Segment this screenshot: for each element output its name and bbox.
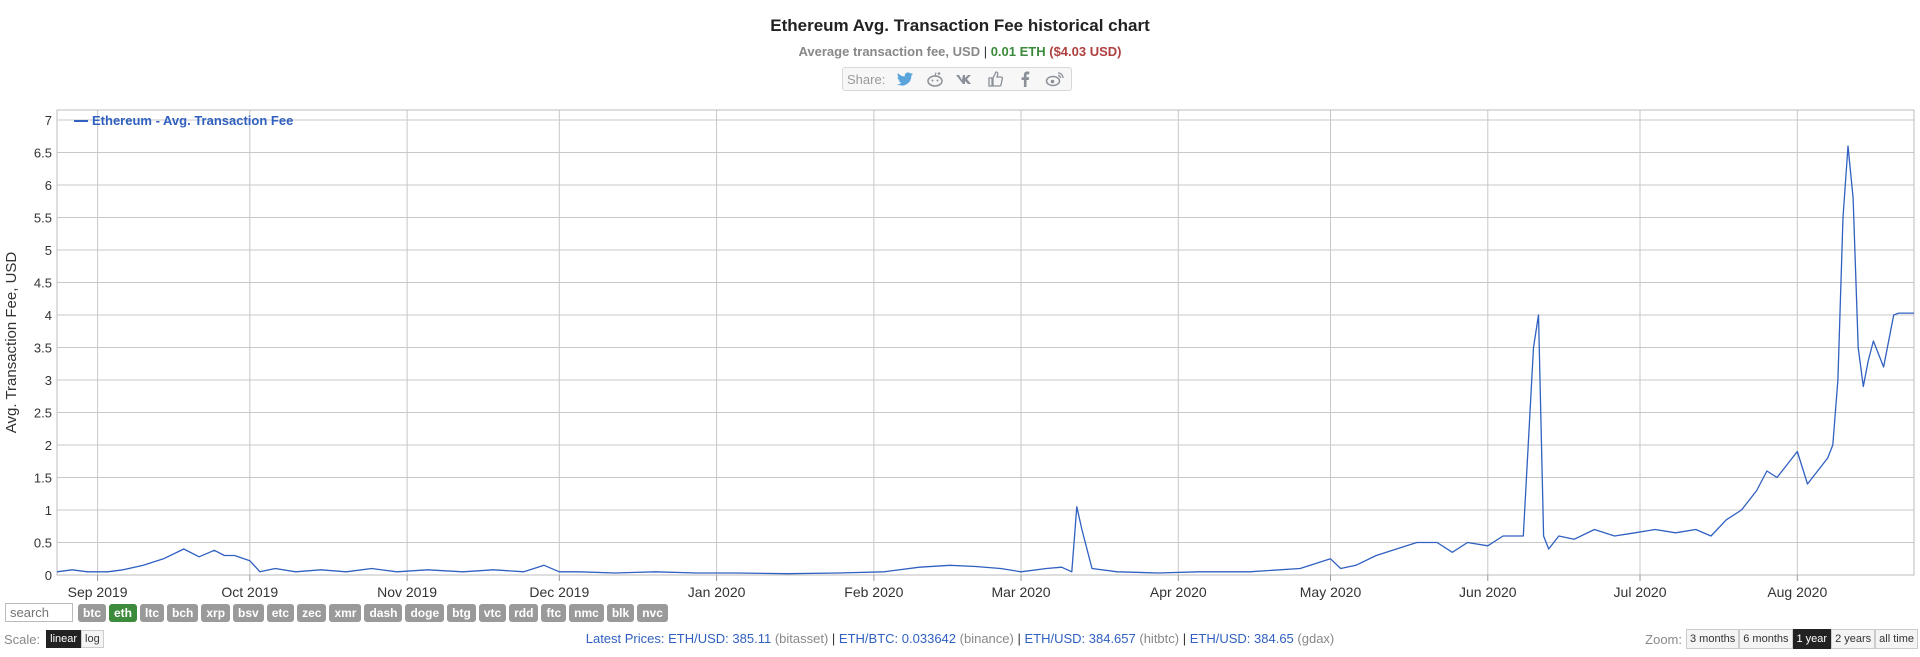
coin-bch-button[interactable]: bch bbox=[167, 604, 199, 622]
coin-btc-button[interactable]: btc bbox=[78, 604, 106, 622]
price-pair[interactable]: ETH/BTC: bbox=[838, 631, 899, 646]
price-source: (gdax) bbox=[1297, 631, 1335, 646]
like-icon[interactable] bbox=[983, 69, 1007, 89]
y-tick-label: 1.5 bbox=[34, 471, 52, 486]
price-source: (bitasset) bbox=[774, 631, 829, 646]
latest-prices: Latest Prices: ETH/USD: 385.11 (bitasset… bbox=[585, 631, 1335, 646]
y-tick-label: 5 bbox=[45, 243, 52, 258]
x-tick-label: Jun 2020 bbox=[1459, 584, 1517, 600]
coin-ltc-button[interactable]: ltc bbox=[140, 604, 165, 622]
legend-label[interactable]: Ethereum - Avg. Transaction Fee bbox=[92, 113, 293, 128]
price-source: (hitbtc) bbox=[1139, 631, 1180, 646]
y-tick-label: 3.5 bbox=[34, 341, 52, 356]
price-value[interactable]: 385.11 bbox=[732, 631, 772, 646]
coin-selector: btc eth ltc bch xrp bsv etc zec xmr dash doge btg vt… bbox=[78, 604, 668, 622]
price-pair[interactable]: ETH/USD: bbox=[1024, 631, 1086, 646]
plot-frame bbox=[56, 109, 1915, 576]
x-tick-label: Mar 2020 bbox=[991, 584, 1050, 600]
y-tick-label: 2.5 bbox=[34, 406, 52, 421]
zoom-1-year-button[interactable]: 1 year bbox=[1792, 629, 1832, 649]
zoom-3-months-button[interactable]: 3 months bbox=[1686, 629, 1740, 649]
x-tick-label: Sep 2019 bbox=[68, 584, 128, 600]
x-tick-label: Dec 2019 bbox=[529, 584, 589, 600]
y-tick-label: 4 bbox=[45, 308, 52, 323]
coin-doge-button[interactable]: doge bbox=[405, 604, 445, 622]
chart-title: Ethereum Avg. Transaction Fee historical… bbox=[770, 16, 1150, 35]
x-tick-label: Nov 2019 bbox=[377, 584, 437, 600]
x-axis-ticks: Sep 2019 Oct 2019 Nov 2019 Dec 2019 Jan 2020… bbox=[68, 575, 1827, 600]
zoom-6-months-button[interactable]: 6 months bbox=[1739, 629, 1793, 649]
subtitle-separator: | bbox=[980, 44, 991, 59]
zoom-label: Zoom: bbox=[1645, 631, 1682, 647]
coin-zec-button[interactable]: zec bbox=[297, 604, 327, 622]
coin-rdd-button[interactable]: rdd bbox=[509, 604, 539, 622]
y-tick-label: 6 bbox=[45, 178, 52, 193]
y-tick-label: 2 bbox=[45, 438, 52, 453]
price-pair[interactable]: ETH/USD: bbox=[668, 631, 729, 646]
coin-eth-button[interactable]: eth bbox=[109, 604, 137, 622]
y-tick-label: 0 bbox=[45, 568, 52, 583]
latest-prices-label: Latest Prices: bbox=[585, 631, 665, 646]
reddit-icon[interactable] bbox=[923, 69, 947, 89]
y-tick-label: 3 bbox=[45, 373, 52, 388]
price-value[interactable]: 384.65 bbox=[1254, 631, 1294, 646]
subtitle-label: Average transaction fee, USD bbox=[798, 44, 981, 59]
price-source: (binance) bbox=[959, 631, 1014, 646]
y-axis-title: Avg. Transaction Fee, USD bbox=[3, 252, 20, 434]
coin-vtc-button[interactable]: vtc bbox=[478, 604, 507, 622]
price-pair[interactable]: ETH/USD: bbox=[1189, 631, 1251, 646]
scale-selector: Scale: linear log bbox=[4, 630, 104, 648]
grid-lines bbox=[57, 110, 1914, 576]
coin-xrp-button[interactable]: xrp bbox=[201, 604, 231, 622]
series-layer bbox=[56, 145, 1914, 575]
coin-nmc-button[interactable]: nmc bbox=[569, 604, 604, 622]
share-label: Share: bbox=[847, 71, 886, 87]
y-tick-label: 1 bbox=[45, 503, 52, 518]
chart-subtitle: Average transaction fee, USD | 0.01 ETH … bbox=[0, 44, 1920, 59]
y-tick-label: 0.5 bbox=[34, 536, 52, 551]
x-tick-label: Aug 2020 bbox=[1767, 584, 1827, 600]
coin-nvc-button[interactable]: nvc bbox=[637, 604, 668, 622]
vk-icon[interactable] bbox=[953, 69, 977, 89]
zoom-2-years-button[interactable]: 2 years bbox=[1831, 629, 1876, 649]
scale-label: Scale: bbox=[4, 631, 41, 647]
coin-etc-button[interactable]: etc bbox=[266, 604, 295, 622]
legend[interactable]: Ethereum - Avg. Transaction Fee bbox=[74, 113, 293, 128]
coin-search-input[interactable] bbox=[5, 603, 73, 622]
coin-bsv-button[interactable]: bsv bbox=[233, 604, 264, 622]
price-value[interactable]: 384.657 bbox=[1088, 631, 1136, 646]
series-line[interactable] bbox=[56, 145, 1914, 575]
price-value[interactable]: 0.033642 bbox=[901, 631, 957, 646]
twitter-icon[interactable] bbox=[893, 69, 917, 89]
zoom-selector: Zoom: 3 months 6 months 1 year 2 years a… bbox=[1645, 629, 1918, 649]
y-axis-ticks: 0 0.5 1 1.5 2 2.5 3 3.5 4 4.5 5 5.5 6 6.5 7 bbox=[34, 113, 52, 583]
x-tick-label: Jul 2020 bbox=[1614, 584, 1667, 600]
subtitle-usd-value: ($4.03 USD) bbox=[1049, 44, 1122, 59]
coin-blk-button[interactable]: blk bbox=[606, 604, 635, 622]
subtitle-eth-value: 0.01 ETH bbox=[990, 44, 1046, 59]
coin-xmr-button[interactable]: xmr bbox=[329, 604, 362, 622]
y-tick-label: 6.5 bbox=[34, 146, 52, 161]
y-tick-label: 5.5 bbox=[34, 211, 52, 226]
scale-linear-button[interactable]: linear bbox=[46, 630, 82, 648]
x-tick-label: Apr 2020 bbox=[1150, 584, 1207, 600]
x-tick-label: Jan 2020 bbox=[688, 584, 746, 600]
coin-ftc-button[interactable]: ftc bbox=[541, 604, 567, 622]
x-tick-label: Oct 2019 bbox=[221, 584, 278, 600]
y-tick-label: 4.5 bbox=[34, 276, 52, 291]
facebook-icon[interactable] bbox=[1013, 69, 1037, 89]
coin-dash-button[interactable]: dash bbox=[364, 604, 403, 622]
weibo-icon[interactable] bbox=[1043, 69, 1067, 89]
chart-area: 0 0.5 1 1.5 2 2.5 3 3.5 4 4.5 5 5.5 6 6.5 7 Sep 2019 Oc… bbox=[3, 109, 1915, 600]
coin-btg-button[interactable]: btg bbox=[447, 604, 476, 622]
x-tick-label: May 2020 bbox=[1300, 584, 1362, 600]
x-tick-label: Feb 2020 bbox=[844, 584, 903, 600]
y-tick-label: 7 bbox=[45, 113, 52, 128]
scale-log-button[interactable]: log bbox=[81, 630, 104, 648]
zoom-all-time-button[interactable]: all time bbox=[1875, 629, 1918, 649]
share-bar: Share: bbox=[842, 67, 1073, 91]
